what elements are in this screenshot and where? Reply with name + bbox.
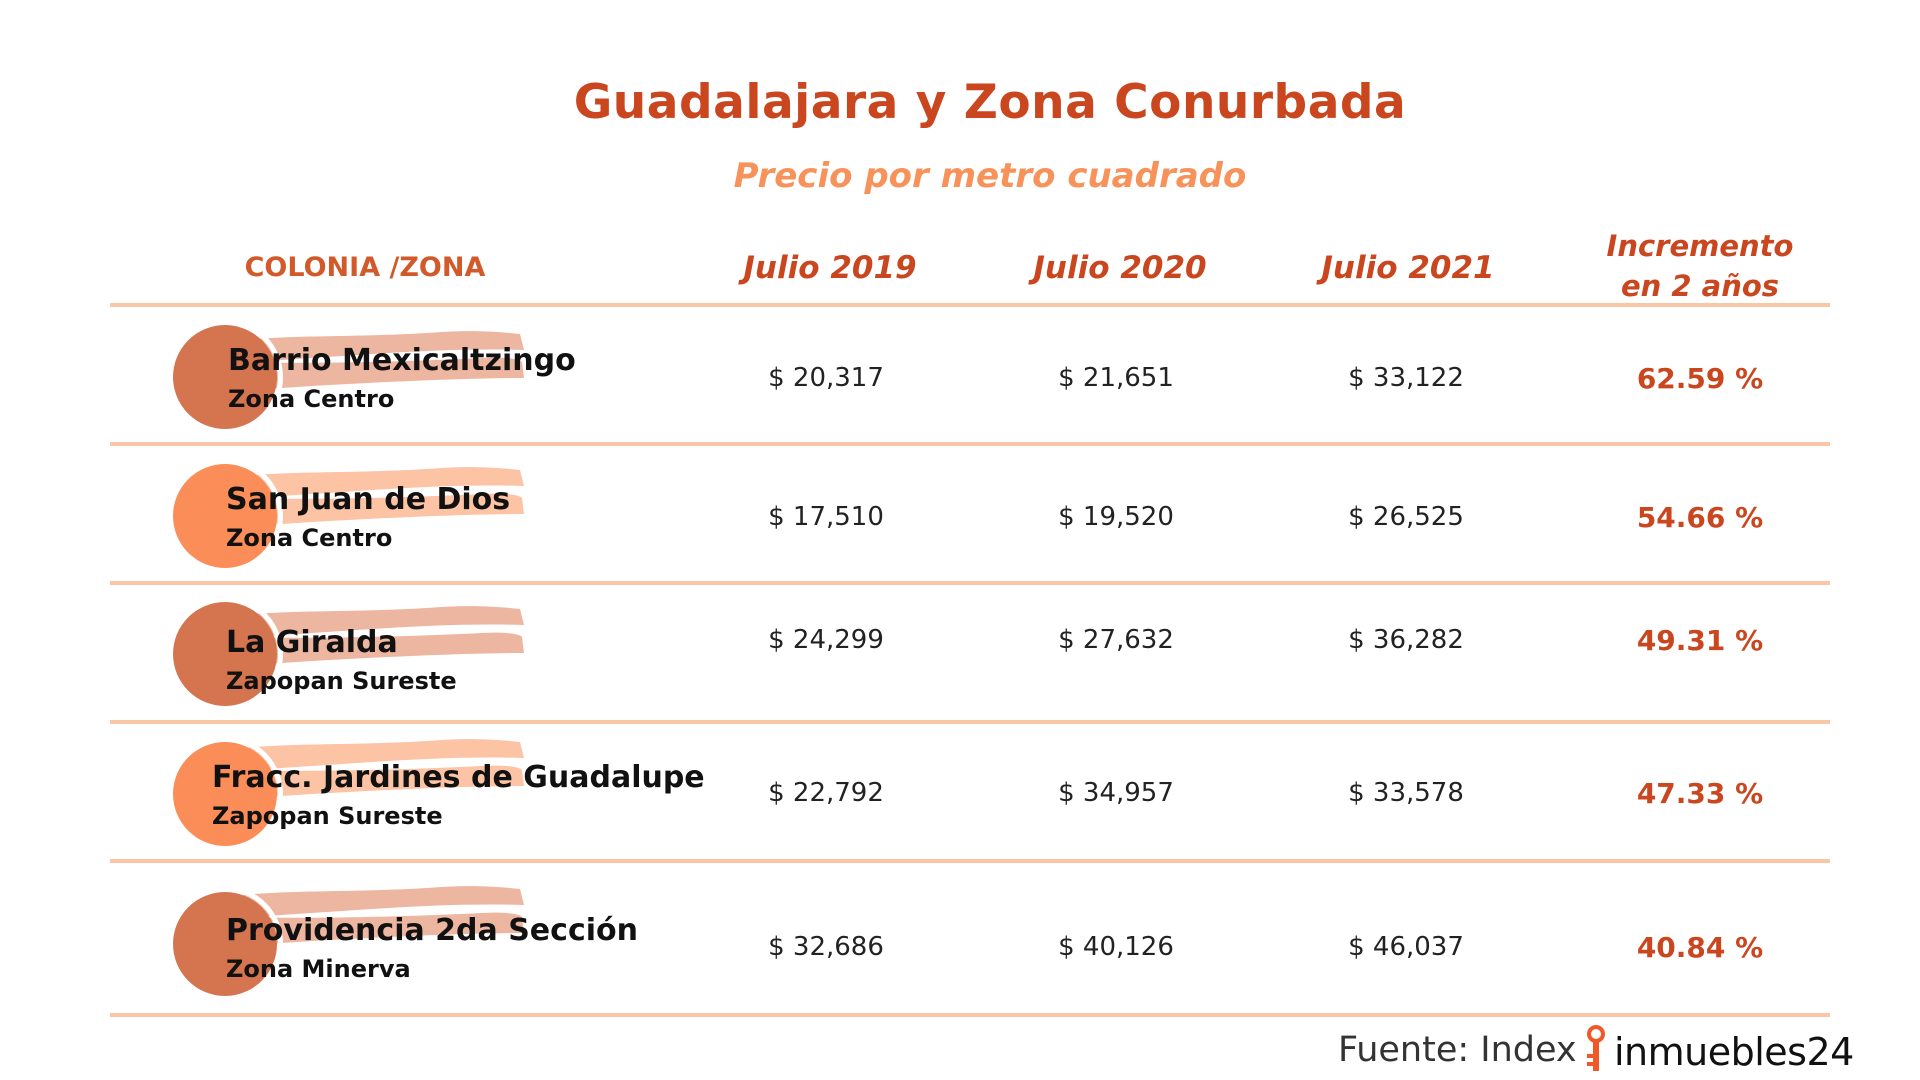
zona-name: Zona Centro: [226, 524, 393, 552]
decorative-circle-icon: [173, 458, 283, 574]
source-text: Fuente: Index: [1338, 1030, 1577, 1070]
decorative-circle-icon: [173, 319, 283, 435]
decorative-circle-icon: [173, 886, 283, 1002]
inmuebles24-logo: inmuebles24: [1582, 1024, 1854, 1074]
colonia-name: Barrio Mexicaltzingo: [228, 343, 576, 378]
price-2019: $ 17,510: [768, 502, 884, 532]
zona-name: Zona Centro: [228, 385, 395, 413]
table-bottom-divider: [110, 1013, 1830, 1017]
header-incremento-line2: en 2 años: [1620, 269, 1780, 303]
header-colonia: COLONIA /ZONA: [244, 252, 486, 283]
colonia-name: Providencia 2da Sección: [226, 913, 638, 948]
increment-percent: 49.31 %: [1636, 624, 1764, 657]
row-divider: [110, 442, 1830, 446]
price-2020: $ 19,520: [1058, 502, 1174, 532]
price-2021: $ 26,525: [1348, 502, 1464, 532]
logo-wordmark: inmuebles24: [1614, 1030, 1854, 1074]
price-2019: $ 22,792: [768, 778, 884, 808]
brush-stroke-decoration: [226, 886, 524, 947]
price-2021: $ 33,122: [1348, 363, 1464, 393]
zona-name: Zapopan Sureste: [212, 802, 443, 830]
increment-percent: 40.84 %: [1636, 931, 1764, 964]
colonia-name: San Juan de Dios: [226, 482, 511, 517]
brush-stroke-decoration: [226, 467, 524, 528]
increment-percent: 54.66 %: [1636, 501, 1764, 534]
row-divider: [110, 581, 1830, 585]
header-divider: [110, 303, 1830, 307]
header-julio-2019: Julio 2019: [743, 250, 917, 286]
header-julio-2021: Julio 2021: [1321, 250, 1495, 286]
decorative-circle-icon: [173, 736, 283, 852]
page-title: Guadalajara y Zona Conurbada: [573, 75, 1407, 130]
price-2020: $ 34,957: [1058, 778, 1174, 808]
price-2021: $ 33,578: [1348, 778, 1464, 808]
row-divider: [110, 720, 1830, 724]
price-2020: $ 27,632: [1058, 625, 1174, 655]
brush-stroke-decoration: [226, 606, 524, 667]
price-2020: $ 40,126: [1058, 932, 1174, 962]
increment-percent: 47.33 %: [1636, 777, 1764, 810]
price-2019: $ 20,317: [768, 363, 884, 393]
key-icon: [1587, 1025, 1605, 1071]
brush-stroke-decoration: [226, 331, 524, 392]
row-divider: [110, 859, 1830, 863]
price-2019: $ 24,299: [768, 625, 884, 655]
price-2021: $ 46,037: [1348, 932, 1464, 962]
page-subtitle: Precio por metro cuadrado: [733, 156, 1247, 196]
header-incremento-line1: Incremento: [1606, 229, 1794, 263]
decorative-circle-icon: [173, 596, 283, 712]
header-incremento: Incremento en 2 años: [1560, 226, 1840, 306]
colonia-name: La Giralda: [226, 625, 398, 660]
price-2021: $ 36,282: [1348, 625, 1464, 655]
brush-stroke-decoration: [226, 739, 524, 800]
colonia-name: Fracc. Jardines de Guadalupe: [212, 760, 705, 795]
price-2020: $ 21,651: [1058, 363, 1174, 393]
price-2019: $ 32,686: [768, 932, 884, 962]
header-julio-2020: Julio 2020: [1033, 250, 1207, 286]
zona-name: Zona Minerva: [226, 955, 411, 983]
zona-name: Zapopan Sureste: [226, 667, 457, 695]
increment-percent: 62.59 %: [1636, 362, 1764, 395]
